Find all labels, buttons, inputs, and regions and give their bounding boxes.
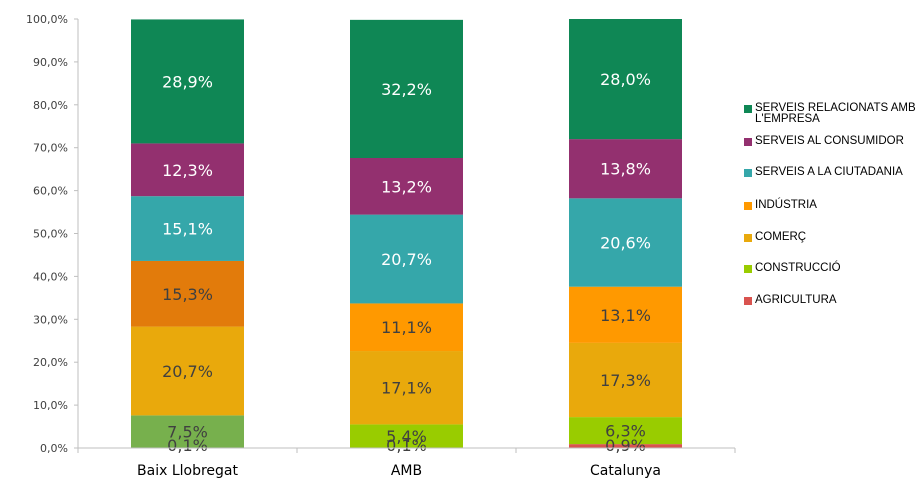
data-label: 32,2% (381, 80, 432, 99)
bar-segment (131, 415, 244, 448)
y-tick-label: 50,0% (33, 228, 68, 241)
legend-label: AGRICULTURA (755, 294, 837, 306)
bar-segment (569, 342, 682, 418)
x-tick-label: AMB (391, 463, 422, 479)
y-tick-label: 40,0% (33, 270, 68, 283)
bar-segment (569, 19, 682, 140)
y-axis: 0,0% 10,0% 20,0% 30,0% 40,0% 50,0% 60,0% 70,0% 8… (26, 13, 79, 455)
bar-segment (350, 351, 463, 425)
data-label: 12,3% (162, 161, 213, 180)
data-label: 0,9% (605, 436, 646, 455)
data-label: 20,6% (600, 234, 651, 253)
bar-segment (131, 326, 244, 416)
y-tick-label: 0,0% (40, 442, 68, 455)
bar-segment (131, 19, 244, 144)
y-tick-label: 60,0% (33, 185, 68, 198)
data-label: 17,3% (600, 371, 651, 390)
y-tick-label: 20,0% (33, 356, 68, 369)
bar-segment (569, 139, 682, 199)
bar-segment (569, 198, 682, 287)
data-label: 15,3% (162, 285, 213, 304)
bar-segment (350, 303, 463, 352)
legend-swatch (744, 297, 752, 305)
data-label: 0,1% (167, 436, 208, 455)
y-tick-label: 10,0% (33, 399, 68, 412)
bar-segment (350, 424, 463, 448)
bar-segment (569, 444, 682, 448)
bar-segment (131, 196, 244, 261)
legend-label: SERVEIS RELACIONATS AMB L'EMPRESA (755, 102, 916, 125)
bar-segment (131, 143, 244, 197)
y-tick-label: 30,0% (33, 313, 68, 326)
data-label: 5,4% (386, 427, 427, 446)
data-label: 13,8% (600, 160, 651, 179)
x-tick-label: Catalunya (590, 463, 661, 479)
y-tick-label: 100,0% (26, 13, 68, 26)
legend-label: INDÚSTRIA (755, 199, 817, 211)
bar-segment (350, 19, 463, 158)
legend-swatch (744, 138, 752, 146)
legend-swatch (744, 234, 752, 242)
data-label: 28,0% (600, 70, 651, 89)
data-label: 15,1% (162, 220, 213, 239)
bars: 0,1%7,5%20,7%15,3%15,1%12,3%28,9%0,1%5,4… (131, 19, 682, 455)
legend-label: COMERÇ (755, 231, 807, 243)
legend-label: SERVEIS AL CONSUMIDOR (755, 135, 904, 147)
data-label: 13,1% (600, 306, 651, 325)
data-label: 20,7% (381, 250, 432, 269)
data-label: 28,9% (162, 72, 213, 91)
legend-swatch (744, 105, 752, 113)
bar-segment (350, 157, 463, 215)
data-label: 13,2% (381, 177, 432, 196)
y-tick-label: 80,0% (33, 99, 68, 112)
data-label: 20,7% (162, 362, 213, 381)
legend-label: SERVEIS A LA CIUTADANIA (755, 166, 903, 178)
x-tick-label: Baix Llobregat (137, 463, 238, 479)
y-tick-label: 90,0% (33, 56, 68, 69)
data-label: 17,1% (381, 379, 432, 398)
bar-segment (569, 417, 682, 445)
bar-segment (569, 286, 682, 343)
data-label: 0,1% (386, 436, 427, 455)
legend-label: CONSTRUCCIÓ (755, 262, 841, 274)
legend-swatch (744, 265, 752, 273)
x-axis: Baix Llobregat AMB Catalunya (77, 447, 736, 479)
data-label: 6,3% (605, 422, 646, 441)
legend-swatch (744, 202, 752, 210)
bar-segment (350, 214, 463, 304)
data-label: 11,1% (381, 318, 432, 337)
y-tick-label: 70,0% (33, 142, 68, 155)
data-label: 7,5% (167, 422, 208, 441)
legend-swatch (744, 169, 752, 177)
bar-segment (131, 260, 244, 327)
